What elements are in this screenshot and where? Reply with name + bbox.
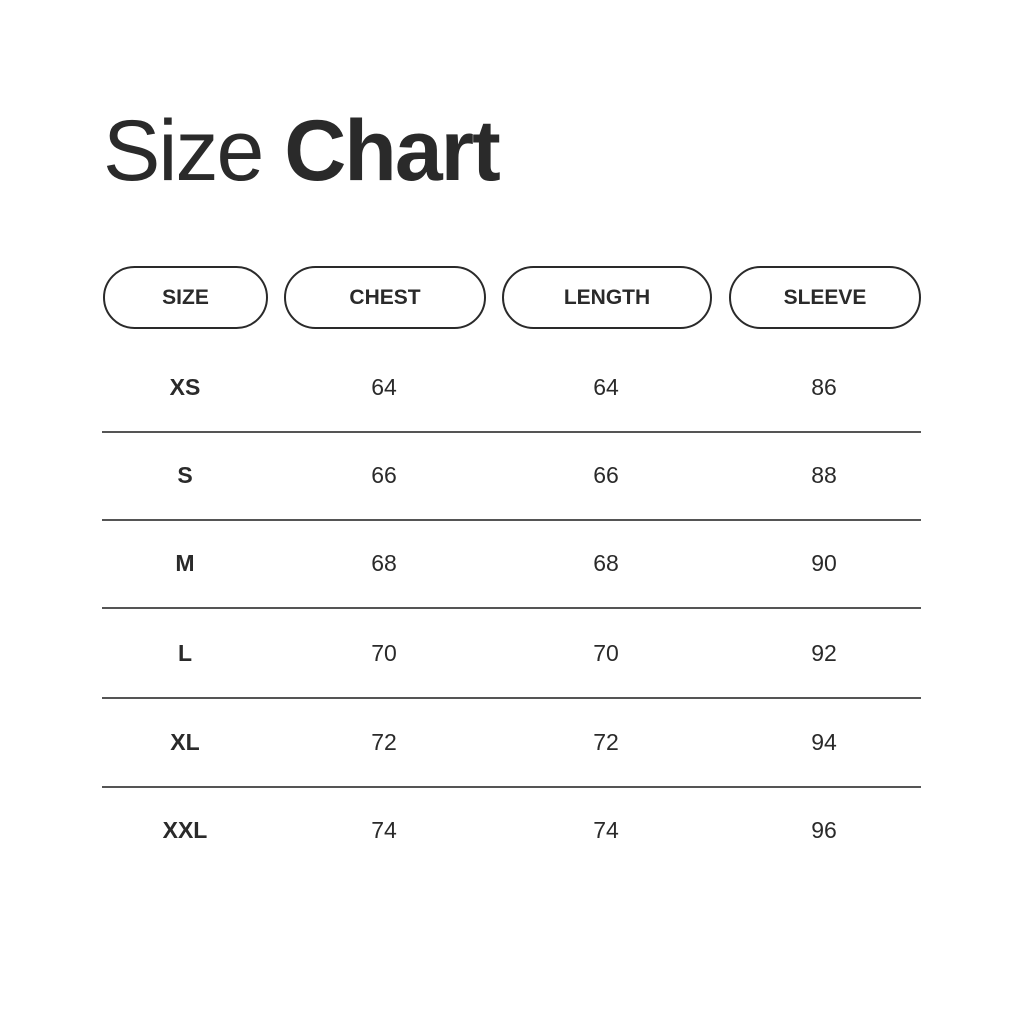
header-chest: CHEST (284, 266, 486, 329)
cell-size: M (175, 550, 195, 576)
cell-length: 64 (593, 374, 619, 400)
page-title: Size Chart (103, 108, 501, 194)
row-divider (102, 431, 921, 433)
header-length: LENGTH (502, 266, 712, 329)
cell-size: XS (169, 374, 201, 400)
cell-sleeve: 96 (811, 817, 837, 843)
cell-sleeve: 86 (811, 374, 837, 400)
cell-sleeve: 92 (811, 640, 837, 666)
cell-sleeve: 94 (811, 729, 837, 755)
cell-size: XXL (162, 817, 208, 843)
row-divider (102, 786, 921, 788)
cell-length: 70 (593, 640, 619, 666)
cell-sleeve: 88 (811, 462, 837, 488)
cell-length: 66 (593, 462, 619, 488)
row-divider (102, 607, 921, 609)
cell-size: S (177, 462, 193, 488)
header-sleeve: SLEEVE (729, 266, 921, 329)
header-size: SIZE (103, 266, 268, 329)
cell-size: L (177, 640, 193, 666)
cell-chest: 68 (371, 550, 397, 576)
cell-chest: 66 (371, 462, 397, 488)
cell-length: 74 (593, 817, 619, 843)
row-divider (102, 519, 921, 521)
cell-chest: 64 (371, 374, 397, 400)
cell-length: 72 (593, 729, 619, 755)
cell-chest: 74 (371, 817, 397, 843)
cell-chest: 70 (371, 640, 397, 666)
title-bold: Chart (284, 103, 501, 199)
cell-length: 68 (593, 550, 619, 576)
row-divider (102, 697, 921, 699)
cell-size: XL (170, 729, 200, 755)
cell-chest: 72 (371, 729, 397, 755)
title-light: Size (103, 103, 264, 199)
cell-sleeve: 90 (811, 550, 837, 576)
